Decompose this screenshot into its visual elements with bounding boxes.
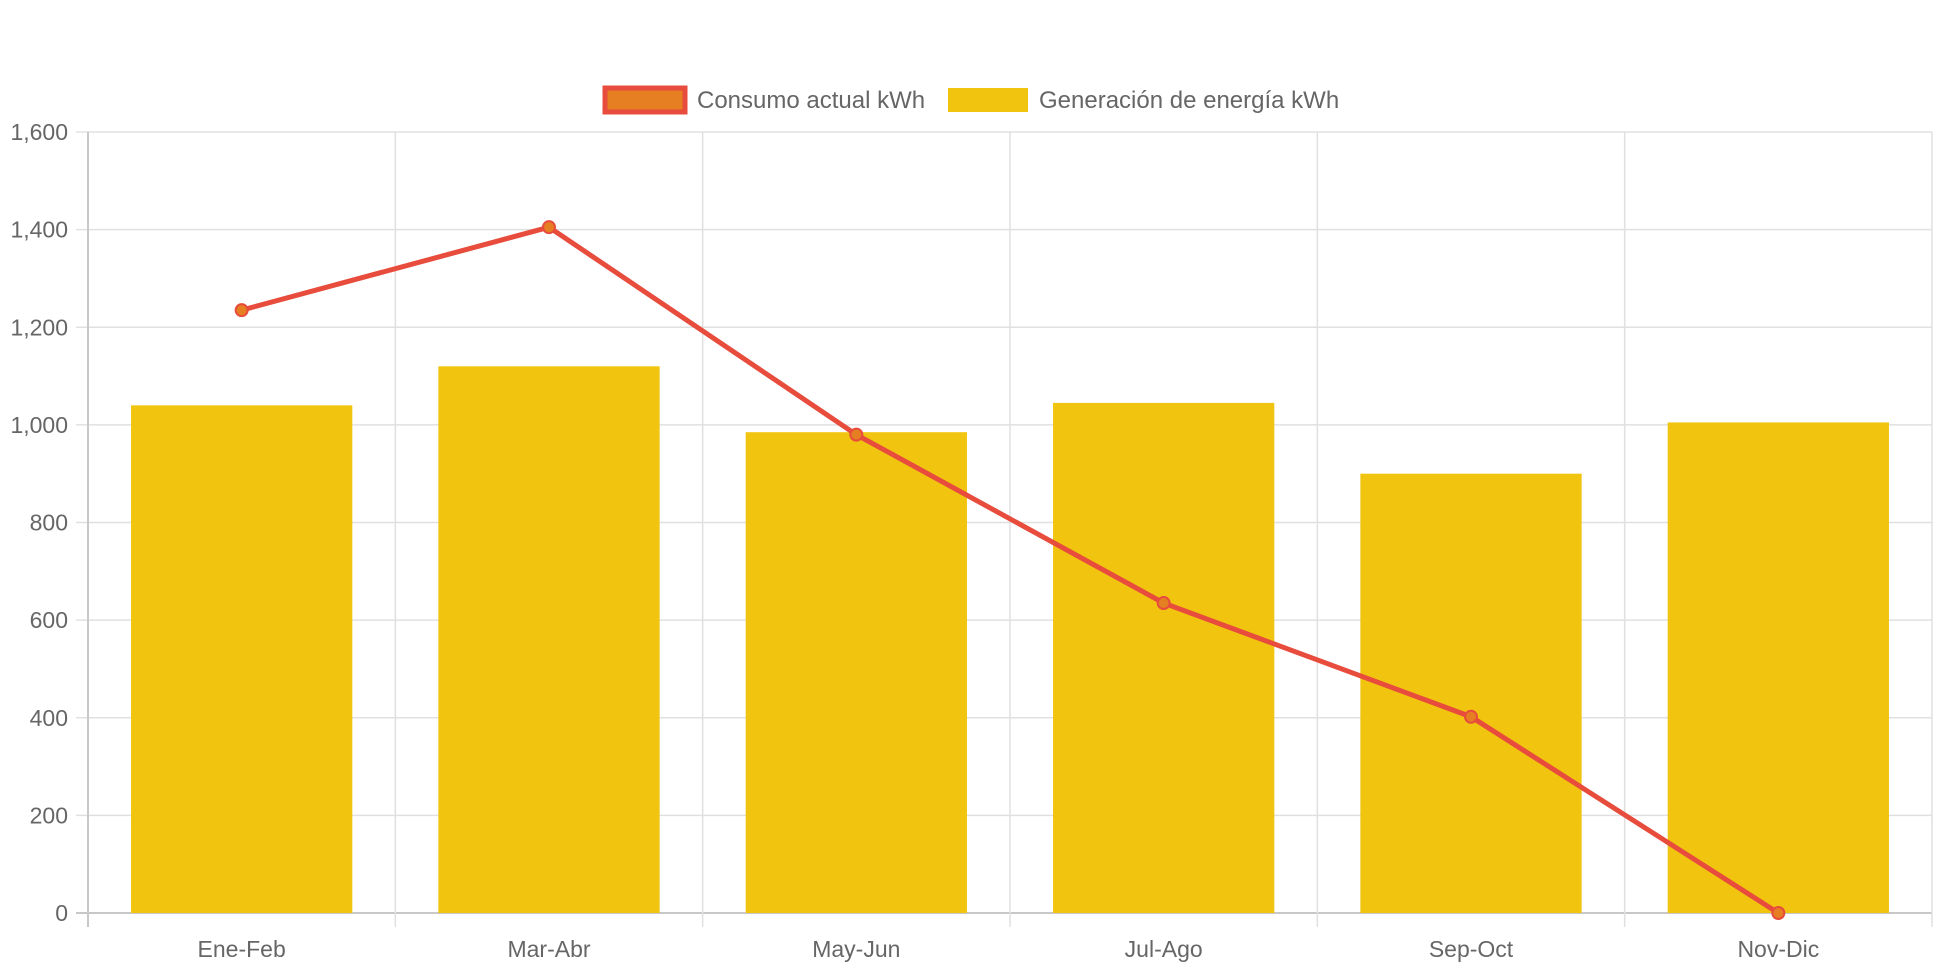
x-tick-label: Mar-Abr (507, 936, 590, 962)
x-tick-label: May-Jun (812, 936, 900, 962)
legend: Consumo actual kWh Generación de energía… (602, 85, 1339, 115)
x-tick-label: Ene-Feb (198, 936, 286, 962)
legend-swatch-consumo (602, 85, 688, 115)
y-tick-label: 0 (55, 900, 68, 926)
bar-series (131, 366, 1889, 913)
bar (438, 366, 660, 913)
bar (1360, 473, 1582, 913)
data-point (849, 427, 864, 442)
bar (1053, 402, 1275, 913)
y-tick-label: 1,000 (10, 412, 68, 438)
y-tick-label: 800 (30, 510, 68, 536)
bar (1667, 422, 1889, 913)
grid-lines (76, 131, 1933, 927)
x-tick-label: Sep-Oct (1429, 936, 1514, 962)
legend-label-generacion: Generación de energía kWh (1039, 87, 1339, 114)
data-point (542, 220, 556, 235)
y-tick-label: 1,200 (10, 314, 68, 340)
legend-item-generacion[interactable]: Generación de energía kWh (948, 87, 1339, 114)
bar (745, 432, 967, 913)
bar (131, 405, 353, 913)
y-tick-label: 600 (30, 607, 68, 633)
data-point (1771, 906, 1786, 920)
y-tick-label: 1,600 (10, 119, 68, 145)
line-series (234, 220, 1786, 920)
x-tick-label: Nov-Dic (1737, 936, 1819, 962)
data-point (1156, 596, 1171, 611)
y-tick-label: 400 (30, 705, 68, 731)
series-line (241, 224, 1780, 916)
y-tick-label: 1,400 (10, 217, 68, 243)
data-point (234, 303, 249, 318)
legend-label-consumo: Consumo actual kWh (697, 87, 925, 114)
legend-item-consumo[interactable]: Consumo actual kWh (602, 85, 925, 115)
data-point (1464, 709, 1478, 724)
axes: 0 200 400 600 800 1,000 1,200 1,400 1,600 Ene-Feb… (10, 119, 1819, 962)
legend-swatch-generacion (948, 88, 1028, 112)
x-tick-label: Jul-Ago (1125, 936, 1203, 962)
y-tick-label: 200 (30, 802, 68, 828)
